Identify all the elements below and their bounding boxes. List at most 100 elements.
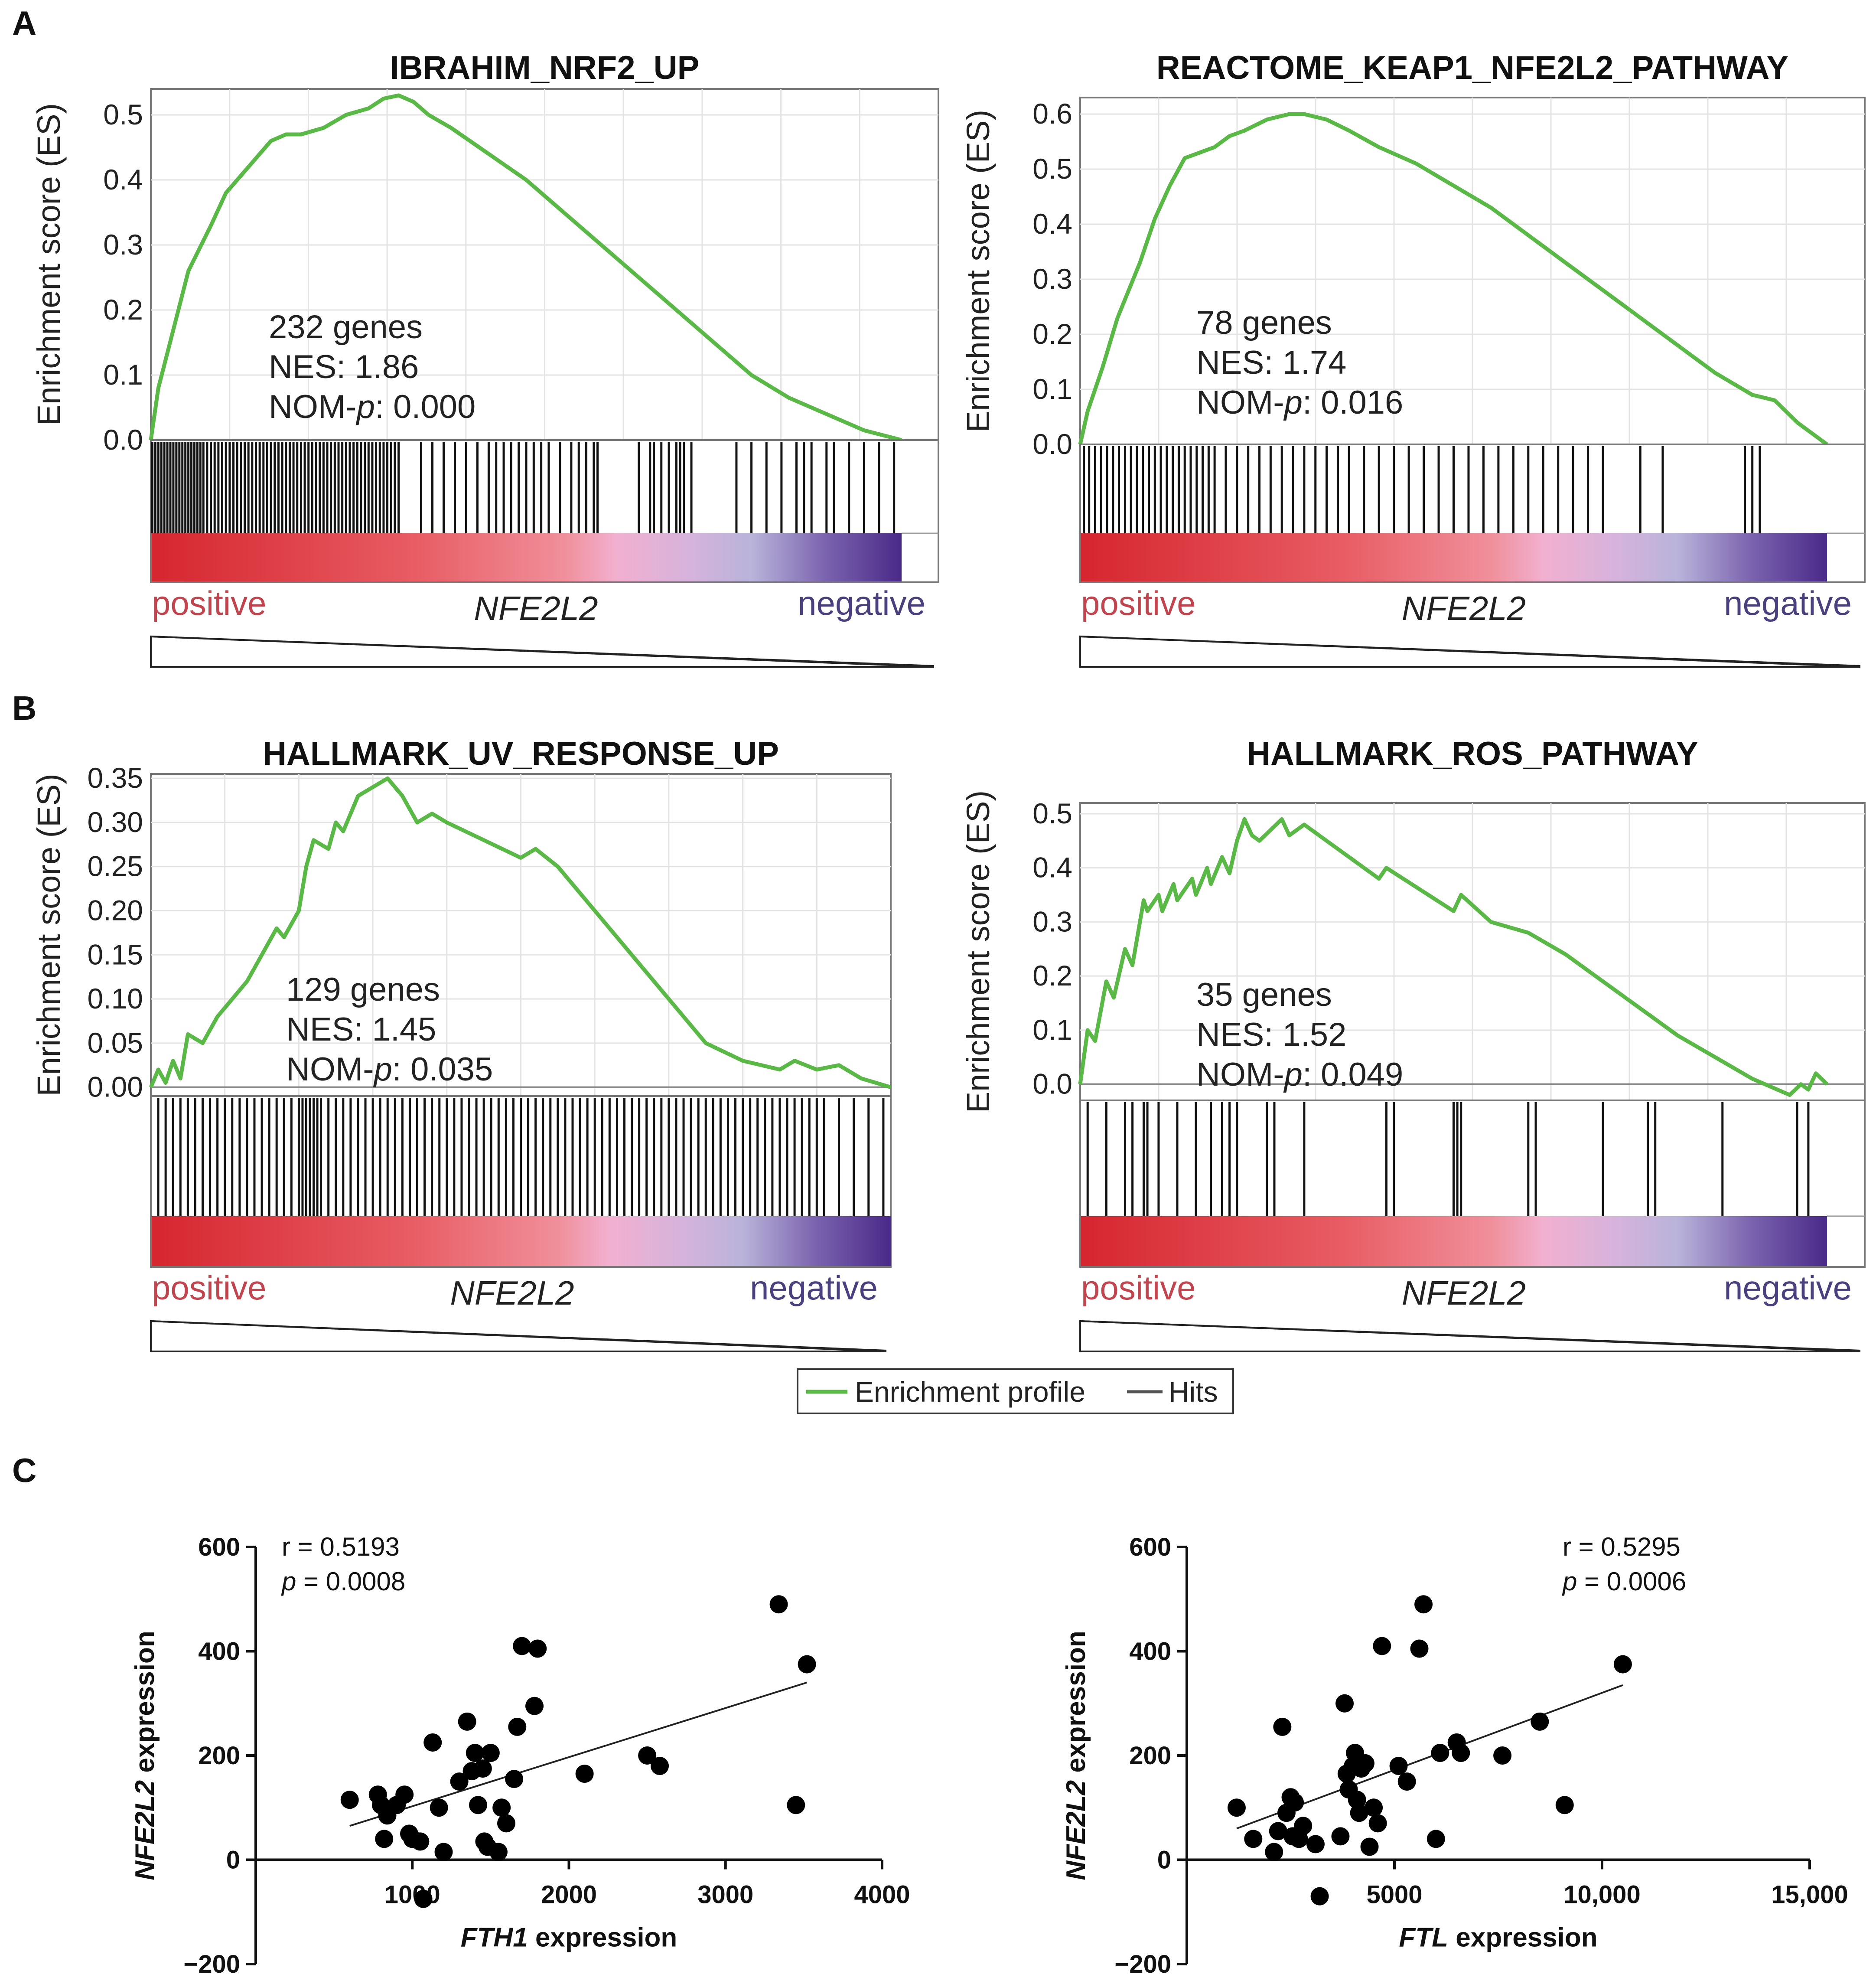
y-tick-label: 0.10: [88, 982, 143, 1015]
data-point: [492, 1798, 511, 1817]
y-tick-label: −200: [1114, 1950, 1171, 1978]
y-tick-label: 0.5: [1032, 797, 1072, 829]
y-axis-title: Enrichment score (ES): [960, 110, 996, 432]
x-axis-title-rest: expression: [528, 1923, 677, 1953]
data-point: [458, 1712, 476, 1731]
nom-p-label: NOM-p: 0.035: [286, 1051, 493, 1088]
data-point: [651, 1757, 669, 1775]
data-point: [1555, 1796, 1574, 1814]
nom-p-italic: p: [1283, 1056, 1303, 1093]
negative-label: negative: [1724, 1269, 1852, 1307]
gsea-title: HALLMARK_UV_RESPONSE_UP: [263, 735, 779, 772]
data-point: [1335, 1694, 1354, 1713]
y-axis-title: Enrichment score (ES): [31, 103, 67, 426]
correlation-r-label: r = 0.5193: [282, 1532, 400, 1561]
negative-label: negative: [1724, 584, 1852, 622]
scatter-ftl-nfe2l2: −200 0 200 400 600 5000 10,000 15,000 FTL expres…: [1061, 1532, 1848, 1978]
data-point: [1269, 1822, 1287, 1840]
gsea-plot-reactome-keap1-nfe2l2: REACTOME_KEAP1_NFE2L2_PATHWAY 0.0 0.1 0.2 0.…: [960, 49, 1866, 668]
data-point: [1356, 1754, 1374, 1773]
legend: Enrichment profile Hits: [797, 1368, 1234, 1414]
x-axis-title-gene: FTL: [1399, 1923, 1448, 1953]
nom-p-prefix: NOM-: [269, 388, 357, 425]
ranked-list-color-bar: [1081, 533, 1827, 581]
data-point: [434, 1843, 453, 1861]
data-point: [505, 1770, 524, 1788]
data-point: [340, 1791, 359, 1809]
gene-count-label: 232 genes: [269, 309, 423, 346]
x-tick-label: 4000: [854, 1881, 910, 1909]
nom-p-value: : 0.035: [392, 1051, 493, 1088]
rank-wedge-edge: [1080, 636, 1861, 667]
nom-p-value: : 0.000: [375, 388, 476, 425]
gsea-plot-hallmark-uv-response-up: HALLMARK_UV_RESPONSE_UP 0.00 0.05 0.10 0.15 0…: [31, 735, 892, 1352]
y-axis-title: NFE2L2 expression: [1061, 1631, 1091, 1880]
data-point: [525, 1697, 544, 1715]
x-axis-title: FTL expression: [1399, 1923, 1597, 1953]
data-point: [1373, 1637, 1391, 1655]
nom-p-prefix: NOM-: [1196, 384, 1284, 421]
y-tick-label: 0.5: [103, 98, 143, 131]
nom-p-italic: p: [1283, 384, 1303, 421]
gene-name-label: NFE2L2: [1402, 1274, 1526, 1312]
y-tick-label: 400: [198, 1638, 240, 1666]
nom-p-prefix: NOM-: [286, 1051, 374, 1088]
nes-label: NES: 1.74: [1196, 344, 1346, 381]
data-point: [430, 1798, 448, 1817]
panel-label-c: C: [12, 1451, 36, 1489]
rank-wedge-edge: [150, 1320, 887, 1351]
data-point: [481, 1743, 500, 1762]
data-point: [414, 1889, 433, 1908]
correlation-p-italic: p: [1562, 1567, 1577, 1596]
nom-p-label: NOM-p: 0.000: [269, 388, 476, 425]
data-point: [1431, 1743, 1449, 1762]
data-point: [489, 1843, 508, 1861]
data-point: [1306, 1835, 1325, 1853]
enrichment-profile-line: [149, 776, 892, 1089]
data-point: [1493, 1746, 1512, 1765]
regression-line: [349, 1681, 808, 1827]
positive-label: positive: [1081, 584, 1195, 622]
data-point: [769, 1595, 788, 1614]
nom-p-value: : 0.049: [1303, 1056, 1403, 1093]
x-tick-label: 5000: [1366, 1881, 1422, 1909]
gene-count-label: 129 genes: [286, 971, 440, 1008]
data-point: [1360, 1837, 1379, 1856]
nes-label: NES: 1.45: [286, 1011, 436, 1048]
data-point: [423, 1733, 442, 1752]
correlation-p-italic: p: [281, 1567, 296, 1596]
nom-p-prefix: NOM-: [1196, 1056, 1284, 1093]
y-tick-label: 0.2: [1032, 959, 1072, 992]
data-point: [450, 1772, 469, 1791]
data-point: [1389, 1757, 1408, 1775]
data-point: [575, 1765, 594, 1783]
y-tick-label: 0: [226, 1846, 240, 1874]
correlation-r-label: r = 0.5295: [1563, 1532, 1681, 1561]
rank-wedge-edge: [1080, 1320, 1861, 1351]
x-tick-label: 10,000: [1563, 1881, 1640, 1909]
nom-p-italic: p: [356, 388, 375, 425]
y-tick-label: 200: [198, 1742, 240, 1770]
ranked-list-color-bar: [152, 533, 902, 581]
y-tick-label: 0.4: [1032, 208, 1072, 240]
enrichment-profile-line: [149, 93, 902, 442]
data-point: [1273, 1717, 1292, 1736]
y-tick-label: 0.05: [88, 1027, 143, 1059]
nes-label: NES: 1.86: [269, 349, 419, 385]
gene-count-label: 78 genes: [1196, 304, 1332, 341]
data-point: [1427, 1830, 1445, 1848]
y-tick-label: 0: [1157, 1846, 1171, 1874]
y-tick-label: 400: [1129, 1638, 1171, 1666]
y-tick-label: −200: [183, 1950, 240, 1978]
legend-enrichment-label: Enrichment profile: [855, 1376, 1085, 1408]
data-point: [787, 1796, 805, 1814]
y-axis-title: Enrichment score (ES): [960, 790, 996, 1113]
data-point: [395, 1785, 414, 1804]
data-point: [469, 1796, 487, 1814]
data-point: [1410, 1639, 1429, 1658]
y-axis-title: NFE2L2 expression: [130, 1631, 160, 1880]
nom-p-value: : 0.016: [1303, 384, 1403, 421]
gsea-title: IBRAHIM_NRF2_UP: [390, 49, 700, 86]
nom-p-label: NOM-p: 0.049: [1196, 1056, 1403, 1093]
